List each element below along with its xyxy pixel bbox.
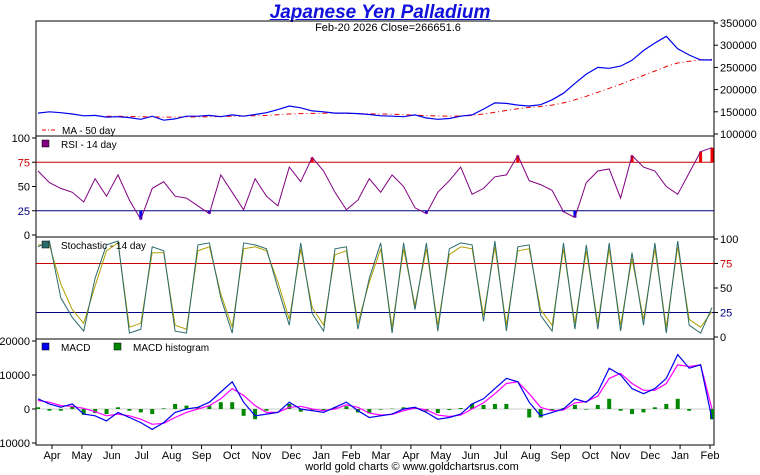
x-axis-month-label: Sep [551, 450, 571, 462]
stochastic-d-line [38, 242, 713, 330]
x-axis-month-label: Jan [312, 450, 330, 462]
axis-tick-label: -10000 [0, 438, 30, 450]
axis-tick-label: 200000 [720, 85, 757, 97]
x-axis-month-label: Jul [494, 450, 508, 462]
chart-title: Japanese Yen Palladium [269, 2, 491, 23]
rsi-line [37, 147, 713, 221]
legend-swatch [113, 342, 122, 351]
panel-frame [35, 236, 715, 340]
panel-frame [35, 135, 715, 238]
axis-tick-label: 75 [720, 259, 732, 271]
x-axis-month-label: Apr [402, 450, 419, 462]
axis-tick-label: 0 [24, 230, 30, 242]
axis-tick-label: 100 [720, 234, 738, 246]
price-line [37, 35, 713, 121]
legend-label: MACD histogram [133, 343, 209, 354]
x-axis-month-label: May [430, 450, 451, 462]
axis-tick-label: 25 [720, 308, 732, 320]
axis-tick-label: 300000 [720, 40, 757, 52]
x-axis-month-label: Jul [135, 450, 149, 462]
axis-tick-label: 0 [720, 332, 726, 344]
x-axis-month-label: Oct [223, 450, 240, 462]
x-axis-month-label: Jun [462, 450, 480, 462]
x-axis-month-label: Mar [372, 450, 391, 462]
axis-tick-label: 10000 [0, 370, 30, 382]
legend-swatch [41, 139, 50, 148]
x-axis-month-label: Apr [43, 450, 60, 462]
x-axis-month-label: Oct [582, 450, 599, 462]
x-axis-month-label: Jun [103, 450, 121, 462]
macd-line [37, 353, 713, 431]
legend-swatch [41, 240, 50, 249]
legend-label: Stochastic - 14 day [61, 241, 146, 252]
axis-tick-label: 50 [18, 182, 30, 194]
legend-label: RSI - 14 day [61, 140, 117, 151]
axis-tick-label: 150000 [720, 107, 757, 119]
axis-tick-label: 20000 [0, 336, 30, 348]
x-axis-month-label: Feb [701, 450, 720, 462]
x-axis-month-label: Dec [640, 450, 660, 462]
chart-footer: world gold charts © www.goldchartsrus.co… [305, 461, 519, 473]
axis-tick-label: 50 [720, 283, 732, 295]
legend-label: MACD [61, 343, 90, 354]
x-axis-month-label: Aug [162, 450, 182, 462]
legend-swatch [41, 342, 50, 351]
axis-tick-label: 75 [18, 157, 30, 169]
x-axis-month-label: Jan [671, 450, 689, 462]
axis-tick-label: 100 [12, 133, 30, 145]
legend-label: MA - 50 day [62, 126, 115, 137]
axis-tick-label: 25 [18, 206, 30, 218]
ma-line [106, 58, 713, 118]
x-axis-month-label: Dec [281, 450, 301, 462]
x-axis-month-label: Nov [610, 450, 630, 462]
x-axis-month-label: May [72, 450, 93, 462]
x-axis-month-label: Nov [252, 450, 272, 462]
x-axis-month-label: Feb [342, 450, 361, 462]
axis-tick-label: 0 [24, 404, 30, 416]
axis-tick-label: 350000 [720, 18, 757, 30]
chart-subtitle: Feb-20 2026 Close=266651.6 [315, 22, 461, 34]
stochastic-k-line [37, 240, 713, 334]
x-axis-month-label: Sep [192, 450, 212, 462]
axis-tick-label: 100000 [720, 129, 757, 141]
macd-signal-line [37, 364, 713, 425]
axis-tick-label: 250000 [720, 62, 757, 74]
panel-frame [35, 338, 715, 446]
x-axis-month-label: Aug [521, 450, 541, 462]
